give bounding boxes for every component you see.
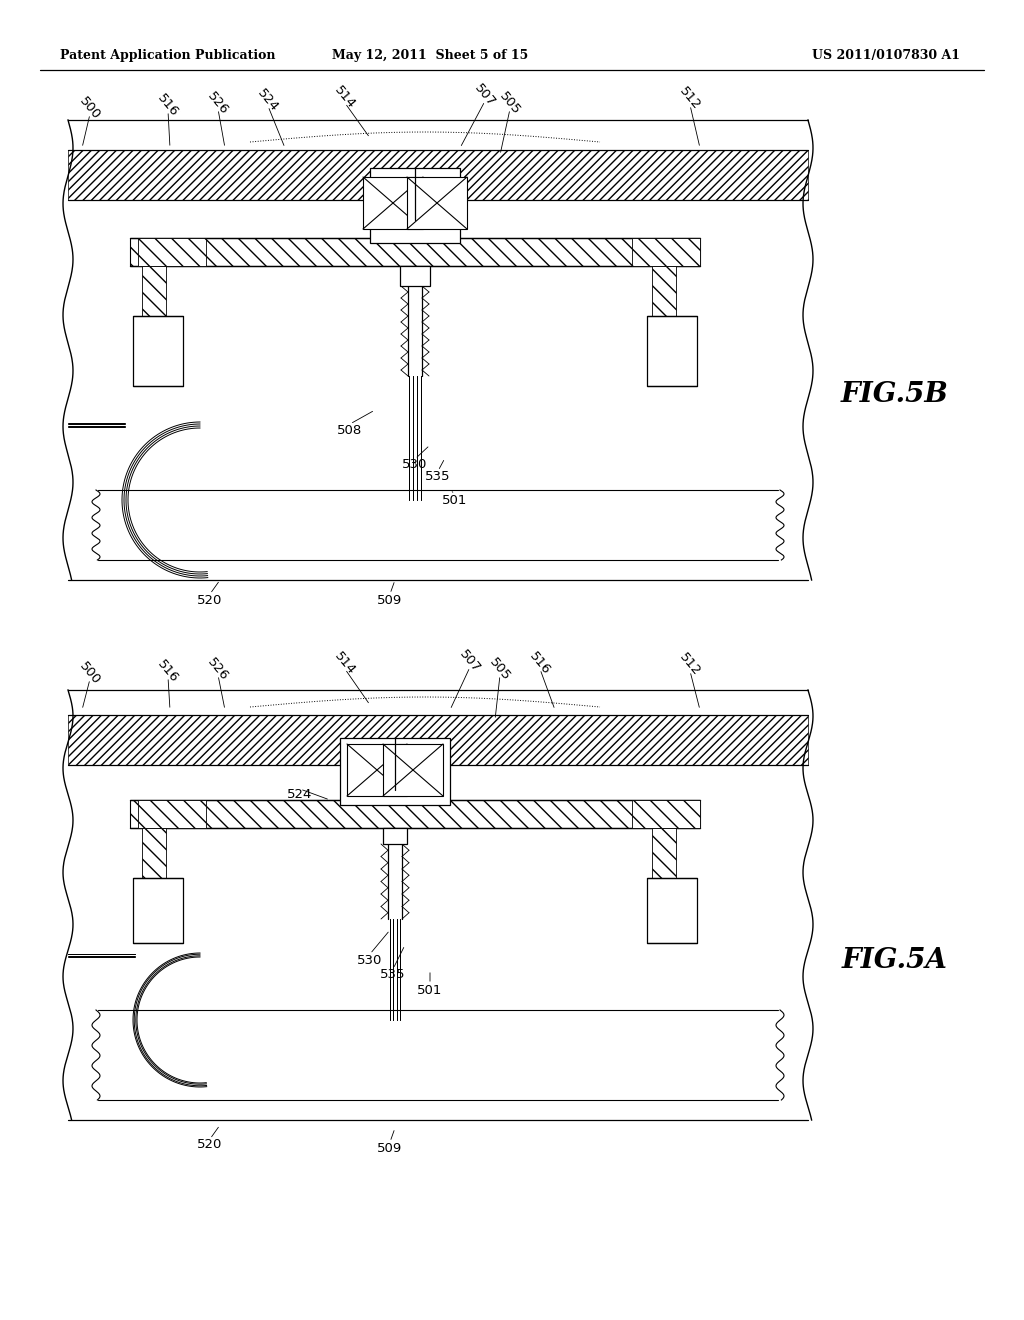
Text: 524: 524: [255, 86, 282, 114]
Bar: [383, 828, 407, 843]
Bar: [632, 238, 700, 267]
Text: 500: 500: [77, 659, 103, 686]
Text: 526: 526: [205, 90, 231, 117]
Text: FIG.5A: FIG.5A: [842, 946, 948, 974]
Text: 501: 501: [442, 494, 468, 507]
Bar: [340, 738, 450, 805]
Bar: [142, 828, 166, 880]
Text: US 2011/0107830 A1: US 2011/0107830 A1: [812, 49, 961, 62]
Text: 530: 530: [357, 953, 383, 966]
Text: 507: 507: [472, 81, 498, 108]
Text: 514: 514: [332, 83, 358, 111]
Text: Patent Application Publication: Patent Application Publication: [60, 49, 275, 62]
Bar: [383, 744, 443, 796]
Text: 535: 535: [380, 969, 406, 982]
Bar: [142, 267, 166, 318]
Bar: [347, 744, 407, 796]
Text: 514: 514: [332, 649, 358, 677]
Text: 516: 516: [155, 657, 181, 685]
Text: 508: 508: [337, 424, 362, 437]
Text: 500: 500: [77, 94, 103, 121]
Bar: [70, 490, 806, 560]
Bar: [400, 267, 430, 286]
Text: 509: 509: [378, 1142, 402, 1155]
Bar: [130, 800, 700, 828]
Bar: [652, 267, 676, 318]
Text: 520: 520: [198, 1138, 222, 1151]
Text: 501: 501: [418, 983, 442, 997]
Text: 516: 516: [527, 649, 553, 677]
Text: 507: 507: [457, 647, 483, 675]
Text: May 12, 2011  Sheet 5 of 15: May 12, 2011 Sheet 5 of 15: [332, 49, 528, 62]
Bar: [632, 800, 700, 828]
Bar: [138, 800, 206, 828]
Text: 505: 505: [486, 655, 513, 682]
Bar: [130, 238, 700, 267]
Text: 512: 512: [677, 651, 703, 678]
Text: 505: 505: [497, 90, 523, 117]
Bar: [407, 177, 467, 228]
Bar: [68, 150, 808, 201]
Bar: [652, 828, 676, 880]
Bar: [138, 238, 206, 267]
Text: FIG.5B: FIG.5B: [841, 381, 949, 408]
Bar: [647, 878, 697, 942]
Bar: [370, 168, 460, 243]
Bar: [133, 878, 183, 942]
Text: 509: 509: [378, 594, 402, 606]
Text: 512: 512: [677, 84, 703, 114]
Text: 524: 524: [288, 788, 312, 801]
Text: 535: 535: [425, 470, 451, 483]
Text: 530: 530: [402, 458, 428, 471]
Bar: [68, 715, 808, 766]
Bar: [647, 315, 697, 385]
Text: 516: 516: [155, 91, 181, 119]
Bar: [133, 315, 183, 385]
Bar: [362, 177, 423, 228]
Text: 526: 526: [205, 655, 231, 682]
Text: 520: 520: [198, 594, 222, 606]
Text: 508: 508: [355, 783, 381, 796]
